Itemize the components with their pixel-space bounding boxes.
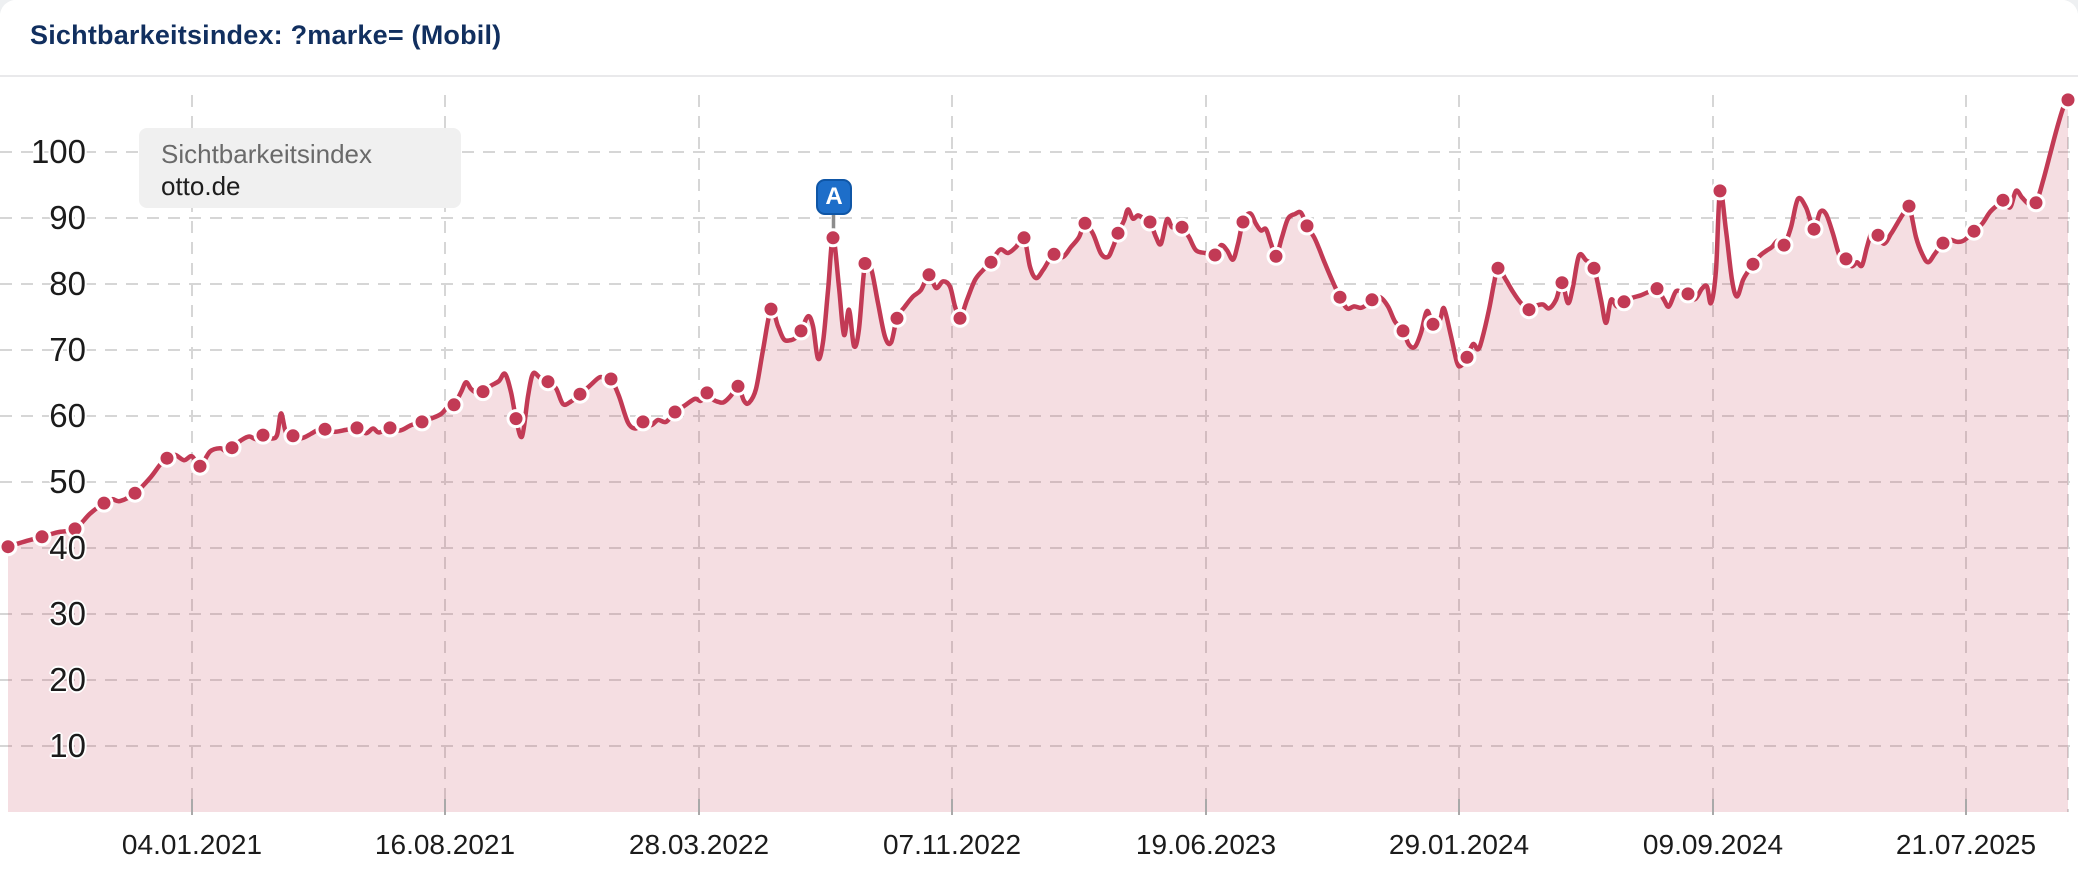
- data-point-dot[interactable]: [2058, 90, 2078, 110]
- data-point-dot[interactable]: [1993, 190, 2013, 210]
- data-point-dot[interactable]: [1457, 347, 1477, 367]
- event-marker-a-label: A: [825, 183, 843, 210]
- data-point-dot[interactable]: [887, 308, 907, 328]
- header-divider: [0, 75, 2078, 77]
- data-point-dot[interactable]: [1108, 223, 1128, 243]
- data-point-dot[interactable]: [444, 395, 464, 415]
- x-axis-tick-label: 28.03.2022: [628, 829, 770, 860]
- data-point-dot[interactable]: [125, 483, 145, 503]
- x-axis-tick-label: 29.01.2024: [1388, 829, 1530, 860]
- data-point-dot[interactable]: [347, 418, 367, 438]
- data-point-dot[interactable]: [412, 412, 432, 432]
- data-point-dot[interactable]: [1678, 284, 1698, 304]
- data-point-dot[interactable]: [1774, 235, 1794, 255]
- data-point-dot[interactable]: [950, 308, 970, 328]
- data-point-dot[interactable]: [761, 299, 781, 319]
- data-point-dot[interactable]: [538, 372, 558, 392]
- data-point-dot[interactable]: [473, 382, 493, 402]
- y-axis-tick-label: 100: [30, 133, 86, 170]
- y-axis-tick-label: 70: [49, 331, 86, 368]
- x-axis-tick-label: 21.07.2025: [1895, 829, 2037, 860]
- x-axis-tick-label: 19.06.2023: [1135, 829, 1277, 860]
- data-point-dot[interactable]: [981, 252, 1001, 272]
- x-axis-tick-label: 16.08.2021: [374, 829, 516, 860]
- data-point-dot[interactable]: [1899, 196, 1919, 216]
- data-point-dot[interactable]: [1647, 279, 1667, 299]
- data-point-dot[interactable]: [1172, 217, 1192, 237]
- data-point-dot[interactable]: [697, 383, 717, 403]
- data-point-dot[interactable]: [94, 493, 114, 513]
- data-point-dot[interactable]: [1330, 287, 1350, 307]
- data-point-dot[interactable]: [1233, 212, 1253, 232]
- data-point-dot[interactable]: [1423, 314, 1443, 334]
- data-point-dot[interactable]: [570, 384, 590, 404]
- data-point-dot[interactable]: [222, 438, 242, 458]
- data-point-dot[interactable]: [1933, 233, 1953, 253]
- series-line: [5, 97, 2071, 549]
- data-point-dot[interactable]: [1836, 249, 1856, 269]
- data-point-dot[interactable]: [506, 409, 526, 429]
- y-axis-tick-label: 20: [49, 661, 86, 698]
- data-point-dot[interactable]: [157, 448, 177, 468]
- data-point-dot[interactable]: [1393, 321, 1413, 341]
- y-axis-tick-label: 90: [49, 199, 86, 236]
- data-point-dot[interactable]: [633, 412, 653, 432]
- data-point-dot[interactable]: [1140, 212, 1160, 232]
- data-point-dot[interactable]: [315, 419, 335, 439]
- series-area: [8, 99, 2068, 812]
- data-point-dot[interactable]: [253, 425, 273, 445]
- y-axis-tick-label: 80: [49, 265, 86, 302]
- data-point-dot[interactable]: [601, 369, 621, 389]
- data-point-dot[interactable]: [1614, 292, 1634, 312]
- x-axis-tick-label: 04.01.2021: [121, 829, 263, 860]
- data-point-dot[interactable]: [0, 537, 18, 557]
- data-point-dot[interactable]: [1710, 181, 1730, 201]
- data-point-dot[interactable]: [665, 402, 685, 422]
- data-point-dot[interactable]: [855, 254, 875, 273]
- page-title: Sichtbarkeitsindex: ?marke= (Mobil): [30, 20, 502, 50]
- chart-legend: Sichtbarkeitsindex otto.de: [139, 128, 461, 208]
- data-point-dot[interactable]: [65, 519, 85, 539]
- data-point-dot[interactable]: [1964, 221, 1984, 241]
- data-point-dot[interactable]: [1519, 300, 1539, 320]
- data-point-dot[interactable]: [823, 228, 843, 248]
- y-axis-tick-label: 60: [49, 397, 86, 434]
- data-point-dot[interactable]: [1552, 273, 1572, 293]
- data-point-dot[interactable]: [1075, 213, 1095, 233]
- data-point-dot[interactable]: [1297, 216, 1317, 236]
- y-axis-tick-label: 50: [49, 463, 86, 500]
- data-point-dot[interactable]: [791, 321, 811, 341]
- legend-domain-label: otto.de: [161, 171, 241, 201]
- y-axis-tick-label: 30: [49, 595, 86, 632]
- data-point-dot[interactable]: [32, 527, 52, 547]
- data-point-dot[interactable]: [1804, 219, 1824, 239]
- data-point-dot[interactable]: [1014, 228, 1034, 248]
- data-point-dot[interactable]: [1362, 290, 1382, 310]
- y-axis-tick-label: 40: [49, 529, 86, 566]
- data-point-dot[interactable]: [1584, 258, 1604, 278]
- y-axis-tick-label: 10: [49, 727, 86, 764]
- data-point-dot[interactable]: [1743, 254, 1763, 274]
- data-point-dot[interactable]: [380, 418, 400, 438]
- event-marker-a[interactable]: A: [816, 179, 852, 215]
- data-point-dot[interactable]: [1205, 245, 1225, 265]
- data-point-dot[interactable]: [1266, 246, 1286, 266]
- data-point-dot[interactable]: [919, 265, 939, 285]
- data-point-dot[interactable]: [1868, 225, 1888, 245]
- card-header: Sichtbarkeitsindex: ?marke= (Mobil): [0, 0, 2078, 76]
- data-point-dot[interactable]: [283, 426, 303, 446]
- data-point-dot[interactable]: [1488, 258, 1508, 278]
- data-point-dot[interactable]: [190, 456, 210, 476]
- x-axis-tick-label: 07.11.2022: [882, 829, 1022, 860]
- data-point-dot[interactable]: [2026, 193, 2046, 213]
- x-axis-tick-label: 09.09.2024: [1642, 829, 1784, 860]
- data-point-dot[interactable]: [1044, 244, 1064, 264]
- data-point-dot[interactable]: [728, 376, 748, 396]
- legend-metric-label: Sichtbarkeitsindex: [161, 139, 372, 169]
